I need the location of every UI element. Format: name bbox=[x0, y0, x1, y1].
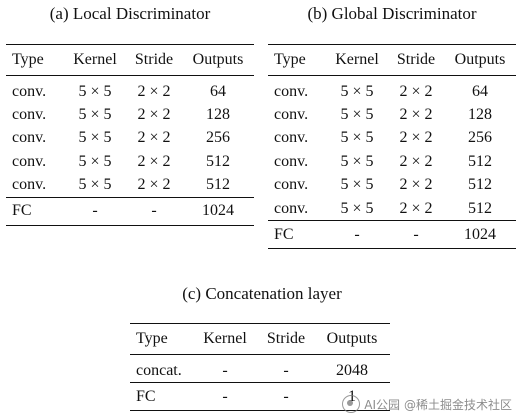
header-type: Type bbox=[268, 44, 326, 76]
cell-outputs: 512 bbox=[468, 152, 492, 170]
cell-stride: 2 × 2 bbox=[399, 106, 433, 124]
cell-stride: 2 × 2 bbox=[399, 152, 433, 170]
cell-outputs: 512 bbox=[468, 199, 492, 217]
cell-kernel: 5 × 5 bbox=[78, 129, 112, 147]
cell-outputs: 256 bbox=[206, 129, 230, 147]
table-row: conv. 5 × 5 2 × 2 64 bbox=[6, 76, 254, 104]
cell-outputs: 512 bbox=[206, 176, 230, 194]
header-stride: Stride bbox=[258, 323, 314, 355]
cell-type: FC bbox=[268, 220, 326, 250]
table-row: conv. 5 × 5 2 × 2 256 bbox=[6, 127, 254, 150]
cell-type: conv. bbox=[12, 82, 47, 100]
table-row: concat. - - 2048 bbox=[130, 355, 390, 383]
caption-global-discriminator: (b) Global Discriminator bbox=[307, 4, 477, 23]
header-type: Type bbox=[6, 44, 64, 76]
cell-outputs: 512 bbox=[468, 176, 492, 194]
cell-kernel: 5 × 5 bbox=[340, 82, 374, 100]
cell-kernel: 5 × 5 bbox=[78, 176, 112, 194]
cell-type: conv. bbox=[274, 152, 309, 170]
cell-type: concat. bbox=[136, 361, 182, 379]
table-row: conv. 5 × 5 2 × 2 512 bbox=[268, 150, 516, 173]
table-row: conv. 5 × 5 2 × 2 512 bbox=[268, 174, 516, 197]
cell-kernel: 5 × 5 bbox=[340, 199, 374, 217]
table-row: FC - -1024 bbox=[268, 220, 516, 250]
cell-kernel: 5 × 5 bbox=[340, 176, 374, 194]
cell-stride: 2 × 2 bbox=[399, 82, 433, 100]
table-local-discriminator: Type Kernel Stride Outputs conv. 5 × 5 2 × 2 6… bbox=[6, 44, 254, 226]
cell-kernel: 5 × 5 bbox=[340, 129, 374, 147]
watermark: AI公园 @稀土掘金技术社区 bbox=[342, 395, 512, 413]
cell-stride: 2 × 2 bbox=[137, 106, 171, 124]
header-stride: Stride bbox=[388, 44, 444, 76]
cell-type: FC bbox=[130, 382, 192, 412]
cell-type: conv. bbox=[12, 129, 47, 147]
cell-type: conv. bbox=[12, 152, 47, 170]
cell-stride: 2 × 2 bbox=[137, 176, 171, 194]
table-header-row: Type Kernel Stride Outputs bbox=[130, 323, 390, 355]
cell-type: conv. bbox=[12, 106, 47, 124]
table-row: conv. 5 × 5 2 × 2 512 bbox=[268, 197, 516, 221]
cell-stride: - bbox=[283, 361, 289, 379]
header-type: Type bbox=[130, 323, 192, 355]
cell-stride: - bbox=[126, 196, 182, 226]
cell-outputs: 512 bbox=[206, 152, 230, 170]
table-global-discriminator: Type Kernel Stride Outputs conv. 5 × 5 2 × 2 6… bbox=[268, 44, 516, 250]
header-stride: Stride bbox=[126, 44, 182, 76]
header-kernel: Kernel bbox=[326, 44, 388, 76]
cell-stride: - bbox=[388, 220, 444, 250]
table-row: FC - -1024 bbox=[6, 196, 254, 226]
header-kernel: Kernel bbox=[64, 44, 126, 76]
cell-kernel: - bbox=[326, 220, 388, 250]
cell-outputs: 256 bbox=[468, 129, 492, 147]
cell-outputs: 64 bbox=[472, 82, 488, 100]
cell-outputs: 1024 bbox=[444, 220, 516, 250]
cell-outputs: 64 bbox=[210, 82, 226, 100]
header-outputs: Outputs bbox=[444, 44, 516, 76]
table-row: conv. 5 × 5 2 × 2 512 bbox=[6, 174, 254, 198]
table-row: conv. 5 × 5 2 × 2 128 bbox=[268, 103, 516, 126]
cell-kernel: - bbox=[64, 196, 126, 226]
table-header-row: Type Kernel Stride Outputs bbox=[6, 44, 254, 76]
cell-kernel: 5 × 5 bbox=[78, 106, 112, 124]
cell-type: conv. bbox=[274, 199, 309, 217]
cell-kernel: - bbox=[192, 382, 258, 412]
header-outputs: Outputs bbox=[314, 323, 390, 355]
cell-kernel: 5 × 5 bbox=[78, 152, 112, 170]
cell-stride: 2 × 2 bbox=[399, 176, 433, 194]
cell-type: conv. bbox=[274, 82, 309, 100]
table-row: conv. 5 × 5 2 × 2 64 bbox=[268, 76, 516, 104]
cell-stride: 2 × 2 bbox=[137, 82, 171, 100]
cell-outputs: 128 bbox=[206, 106, 230, 124]
cell-outputs: 128 bbox=[468, 106, 492, 124]
caption-concatenation-layer: (c) Concatenation layer bbox=[182, 284, 342, 303]
cell-type: conv. bbox=[274, 176, 309, 194]
cell-stride: 2 × 2 bbox=[399, 199, 433, 217]
cell-stride: 2 × 2 bbox=[399, 129, 433, 147]
table-header-row: Type Kernel Stride Outputs bbox=[268, 44, 516, 76]
header-outputs: Outputs bbox=[182, 44, 254, 76]
cell-kernel: 5 × 5 bbox=[340, 152, 374, 170]
cell-stride: 2 × 2 bbox=[137, 152, 171, 170]
cell-type: conv. bbox=[274, 129, 309, 147]
cell-stride: - bbox=[258, 382, 314, 412]
watermark-text: @稀土掘金技术社区 bbox=[403, 397, 512, 412]
cell-kernel: 5 × 5 bbox=[340, 106, 374, 124]
header-kernel: Kernel bbox=[192, 323, 258, 355]
cell-type: conv. bbox=[274, 106, 309, 124]
cell-kernel: - bbox=[222, 361, 228, 379]
table-row: conv. 5 × 5 2 × 2 256 bbox=[268, 127, 516, 150]
cell-outputs: 1024 bbox=[182, 196, 254, 226]
table-row: conv. 5 × 5 2 × 2 128 bbox=[6, 103, 254, 126]
cell-type: FC bbox=[6, 196, 64, 226]
cell-type: conv. bbox=[12, 176, 47, 194]
table-row: conv. 5 × 5 2 × 2 512 bbox=[6, 150, 254, 173]
wechat-logo-icon bbox=[342, 395, 361, 413]
cell-stride: 2 × 2 bbox=[137, 129, 171, 147]
watermark-brand: AI公园 bbox=[364, 397, 400, 412]
caption-local-discriminator: (a) Local Discriminator bbox=[49, 4, 211, 23]
cell-outputs: 2048 bbox=[336, 361, 368, 379]
cell-kernel: 5 × 5 bbox=[78, 82, 112, 100]
